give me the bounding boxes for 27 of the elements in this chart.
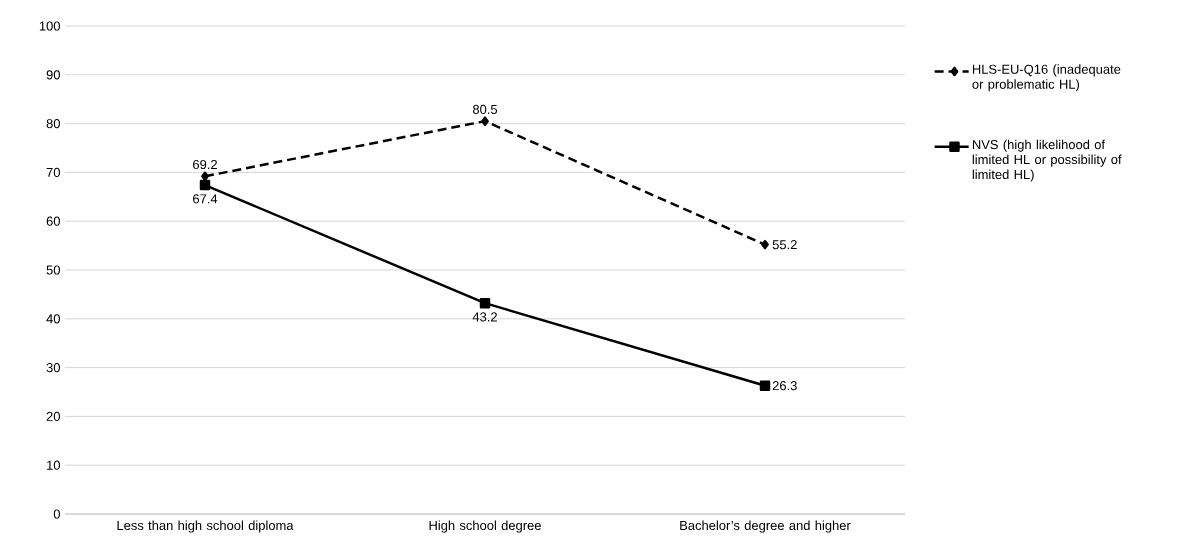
y-tick-label: 30 xyxy=(46,363,60,373)
point xyxy=(759,380,771,391)
data-label: 67.4 xyxy=(193,194,218,204)
x-tick-label: High school degree xyxy=(429,520,541,533)
y-tick-label: 10 xyxy=(47,460,60,470)
point xyxy=(479,297,491,309)
point xyxy=(761,239,769,250)
legend-label: NVS (high likelihood of limited HL or possibility of limited HL) xyxy=(972,139,1122,182)
y-tick-label: 90 xyxy=(46,70,60,80)
point xyxy=(481,116,489,126)
y-tick-label: 70 xyxy=(46,167,60,177)
y-tick-label: 20 xyxy=(46,411,60,421)
legend-label: HLS-EU-Q16 (inadequate or problematic HL) xyxy=(972,64,1121,92)
y-tick-label: 100 xyxy=(39,21,60,31)
data-label: 69.2 xyxy=(193,159,217,170)
y-tick-label: 50 xyxy=(46,265,60,275)
y-tick-label: 40 xyxy=(46,314,60,324)
y-tick-label: 80 xyxy=(46,119,60,129)
y-tick-label: 60 xyxy=(46,216,60,226)
point xyxy=(199,179,211,191)
data-label: 43.2 xyxy=(472,312,497,322)
data-label: 26.3 xyxy=(772,381,797,391)
x-tick-label: Less than high school diploma xyxy=(117,520,294,533)
x-tick-label: Bachelor’s degree and higher xyxy=(680,520,851,533)
y-tick-label: 0 xyxy=(53,509,60,519)
data-label: 80.5 xyxy=(472,104,498,114)
data-label: 55.2 xyxy=(772,240,797,250)
